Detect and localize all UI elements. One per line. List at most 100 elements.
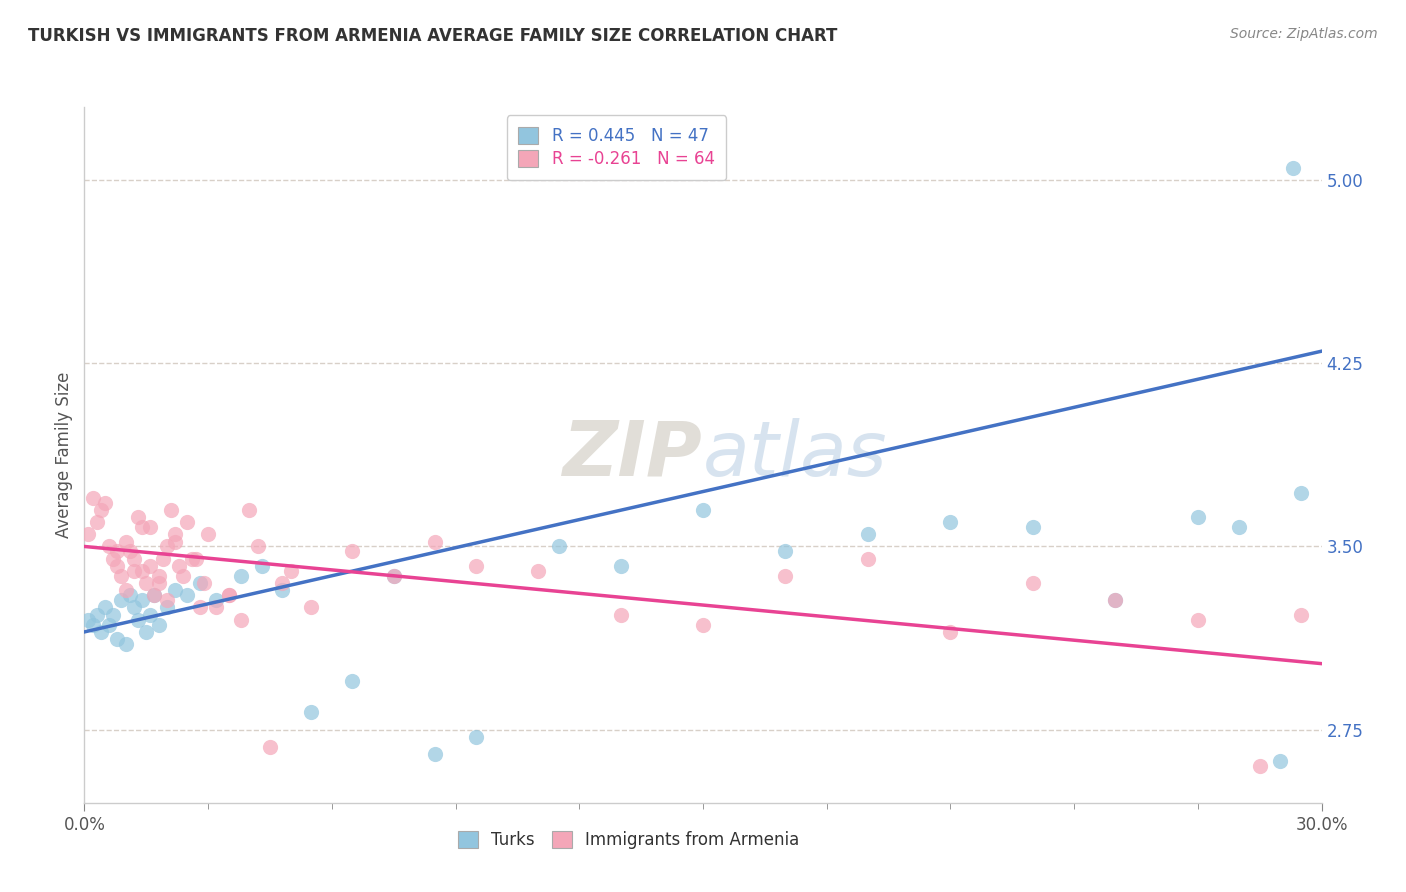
- Point: [114, 583, 136, 598]
- Point: [856, 551, 879, 566]
- Point: [90, 624, 112, 639]
- Point: [1187, 510, 1209, 524]
- Point: [156, 593, 179, 607]
- Text: Source: ZipAtlas.com: Source: ZipAtlas.com: [1230, 27, 1378, 41]
- Point: [193, 576, 215, 591]
- Point: [148, 568, 170, 582]
- Point: [382, 568, 405, 582]
- Point: [180, 551, 202, 566]
- Point: [135, 624, 157, 639]
- Point: [547, 540, 569, 554]
- Point: [122, 564, 145, 578]
- Point: [110, 593, 132, 607]
- Point: [527, 564, 550, 578]
- Point: [609, 559, 631, 574]
- Point: [939, 515, 962, 529]
- Point: [139, 520, 162, 534]
- Point: [152, 551, 174, 566]
- Point: [103, 551, 125, 566]
- Point: [775, 568, 797, 582]
- Text: atlas: atlas: [703, 418, 887, 491]
- Point: [218, 588, 240, 602]
- Point: [1104, 593, 1126, 607]
- Point: [229, 613, 252, 627]
- Point: [105, 559, 128, 574]
- Point: [1289, 485, 1312, 500]
- Point: [118, 588, 141, 602]
- Point: [98, 540, 121, 554]
- Point: [176, 515, 198, 529]
- Point: [98, 617, 121, 632]
- Point: [143, 588, 166, 602]
- Point: [165, 527, 187, 541]
- Point: [465, 559, 488, 574]
- Point: [692, 503, 714, 517]
- Point: [342, 544, 364, 558]
- Point: [856, 527, 879, 541]
- Point: [110, 568, 132, 582]
- Point: [423, 747, 446, 761]
- Point: [139, 607, 162, 622]
- Point: [1104, 593, 1126, 607]
- Point: [1022, 576, 1045, 591]
- Point: [86, 607, 108, 622]
- Point: [246, 540, 269, 554]
- Text: TURKISH VS IMMIGRANTS FROM ARMENIA AVERAGE FAMILY SIZE CORRELATION CHART: TURKISH VS IMMIGRANTS FROM ARMENIA AVERA…: [28, 27, 838, 45]
- Point: [184, 551, 207, 566]
- Point: [250, 559, 273, 574]
- Point: [90, 503, 112, 517]
- Point: [1281, 161, 1303, 175]
- Point: [131, 593, 153, 607]
- Point: [609, 607, 631, 622]
- Point: [172, 568, 194, 582]
- Point: [156, 600, 179, 615]
- Point: [259, 739, 281, 754]
- Point: [131, 520, 153, 534]
- Point: [188, 600, 211, 615]
- Point: [423, 534, 446, 549]
- Text: ZIP: ZIP: [564, 418, 703, 491]
- Point: [299, 600, 322, 615]
- Point: [156, 540, 179, 554]
- Point: [280, 564, 302, 578]
- Point: [103, 607, 125, 622]
- Point: [1393, 467, 1406, 481]
- Point: [205, 593, 228, 607]
- Point: [131, 564, 153, 578]
- Point: [271, 576, 294, 591]
- Point: [1022, 520, 1045, 534]
- Point: [299, 706, 322, 720]
- Point: [139, 559, 162, 574]
- Point: [238, 503, 260, 517]
- Point: [188, 576, 211, 591]
- Point: [165, 534, 187, 549]
- Point: [1289, 607, 1312, 622]
- Point: [94, 600, 117, 615]
- Point: [118, 544, 141, 558]
- Point: [167, 559, 190, 574]
- Point: [86, 515, 108, 529]
- Point: [114, 637, 136, 651]
- Point: [205, 600, 228, 615]
- Point: [342, 673, 364, 688]
- Point: [197, 527, 219, 541]
- Point: [114, 534, 136, 549]
- Point: [105, 632, 128, 647]
- Point: [148, 617, 170, 632]
- Point: [382, 568, 405, 582]
- Point: [1227, 520, 1250, 534]
- Point: [77, 613, 100, 627]
- Point: [165, 583, 187, 598]
- Point: [143, 588, 166, 602]
- Point: [271, 583, 294, 598]
- Point: [160, 503, 183, 517]
- Point: [775, 544, 797, 558]
- Point: [1249, 759, 1271, 773]
- Point: [135, 576, 157, 591]
- Point: [1187, 613, 1209, 627]
- Point: [127, 510, 149, 524]
- Point: [105, 544, 128, 558]
- Point: [229, 568, 252, 582]
- Point: [218, 588, 240, 602]
- Point: [148, 576, 170, 591]
